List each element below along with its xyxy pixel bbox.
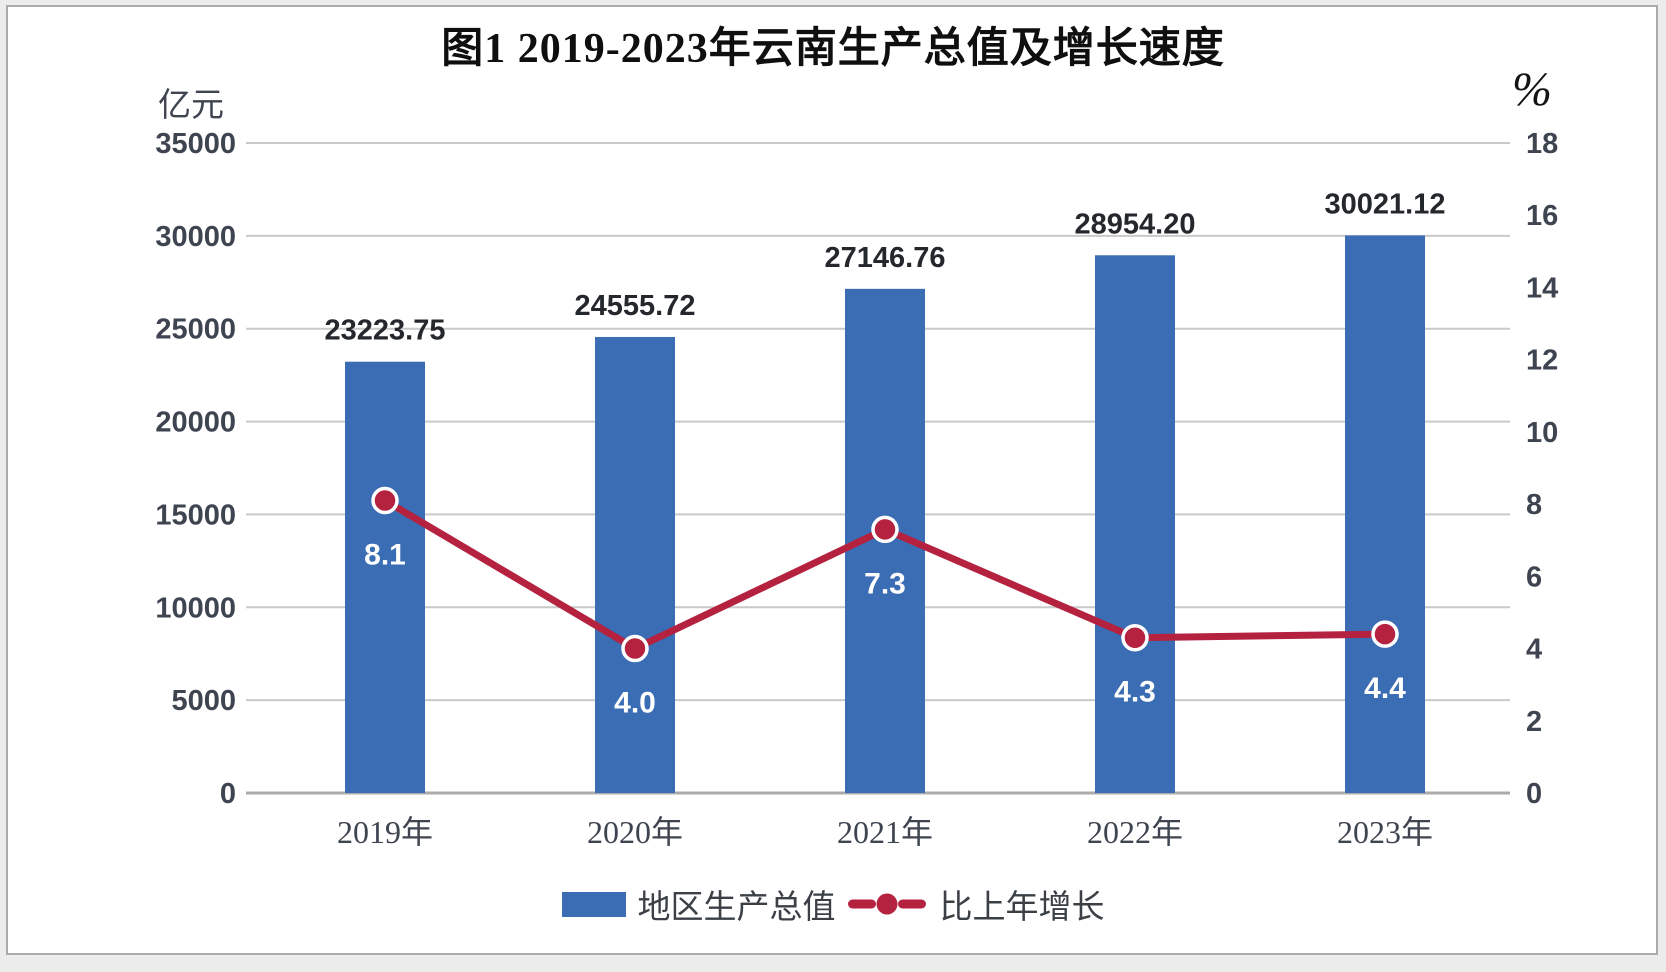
right-axis-tick-label: 8 bbox=[1526, 489, 1542, 521]
line-value-label: 4.3 bbox=[1114, 676, 1156, 709]
right-axis-tick-label: 16 bbox=[1526, 200, 1558, 232]
x-axis-category-label: 2022年 bbox=[1087, 814, 1183, 850]
gdp-bar bbox=[595, 336, 675, 793]
line-point-marker bbox=[1121, 623, 1149, 652]
line-point-marker bbox=[371, 486, 399, 515]
bar-value-label: 27146.76 bbox=[825, 242, 946, 274]
x-axis-category-label: 2023年 bbox=[1337, 814, 1433, 850]
line-point-marker bbox=[871, 515, 899, 544]
line-point-marker bbox=[1371, 620, 1399, 648]
growth-legend-marker-icon bbox=[847, 893, 926, 915]
left-axis-tick-label: 20000 bbox=[155, 407, 236, 439]
bar-value-label: 24555.72 bbox=[575, 290, 696, 322]
chart-title: 图1 2019-2023年云南生产总值及增长速度 bbox=[441, 26, 1225, 72]
line-value-label: 8.1 bbox=[364, 539, 406, 572]
gdp-bar bbox=[1095, 255, 1175, 793]
right-axis-tick-label: 0 bbox=[1526, 778, 1542, 810]
line-point-marker bbox=[621, 634, 649, 663]
right-axis-tick-label: 12 bbox=[1526, 345, 1558, 377]
gdp-bar bbox=[345, 361, 425, 793]
left-axis-tick-label: 15000 bbox=[155, 499, 236, 531]
legend: 地区生产总值 比上年增长 bbox=[0, 880, 1666, 928]
left-axis-tick-label: 10000 bbox=[155, 592, 236, 624]
right-axis-tick-label: 18 bbox=[1526, 128, 1558, 160]
left-axis-tick-label: 5000 bbox=[171, 685, 236, 717]
line-value-label: 4.0 bbox=[614, 687, 656, 720]
gdp-legend-swatch bbox=[561, 891, 626, 917]
left-axis-unit-label: 亿元 bbox=[158, 86, 224, 123]
right-axis-tick-label: 4 bbox=[1526, 634, 1542, 666]
right-axis-tick-label: 2 bbox=[1526, 706, 1542, 738]
right-axis-tick-label: 14 bbox=[1526, 272, 1558, 304]
left-axis-tick-label: 0 bbox=[220, 778, 236, 810]
gdp-bar bbox=[1345, 235, 1425, 794]
line-value-label: 4.4 bbox=[1364, 672, 1406, 705]
left-axis-tick-label: 25000 bbox=[155, 314, 236, 346]
bar-value-label: 23223.75 bbox=[325, 315, 446, 347]
gdp-legend-label: 地区生产总值 bbox=[637, 890, 836, 926]
legend-item-gdp: 地区生产总值 bbox=[561, 880, 836, 928]
left-axis-tick-label: 35000 bbox=[155, 128, 236, 160]
right-axis-tick-label: 6 bbox=[1526, 561, 1542, 593]
legend-item-growth: 比上年增长 bbox=[846, 880, 1105, 928]
x-axis-category-label: 2021年 bbox=[837, 814, 933, 850]
x-axis-category-label: 2019年 bbox=[337, 814, 433, 850]
growth-legend-label: 比上年增长 bbox=[939, 890, 1105, 926]
bar-value-label: 30021.12 bbox=[1325, 188, 1446, 220]
line-value-label: 7.3 bbox=[864, 567, 906, 600]
x-axis-category-label: 2020年 bbox=[587, 814, 683, 850]
right-axis-tick-label: 10 bbox=[1526, 417, 1558, 449]
left-axis-tick-label: 30000 bbox=[155, 221, 236, 253]
right-axis-unit-label: % bbox=[1512, 63, 1552, 116]
bar-value-label: 28954.20 bbox=[1075, 208, 1196, 240]
